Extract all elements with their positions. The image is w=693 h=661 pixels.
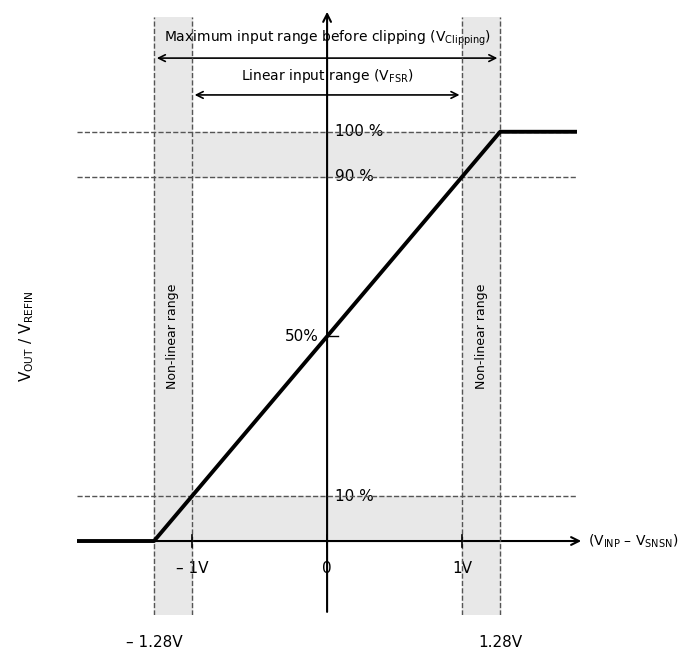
Text: Maximum input range before clipping (V$_\mathrm{Clipping}$): Maximum input range before clipping (V$_… — [164, 28, 491, 48]
Text: Non-linear range: Non-linear range — [475, 284, 488, 389]
Text: 10 %: 10 % — [335, 488, 374, 504]
Text: 90 %: 90 % — [335, 169, 374, 184]
Text: 1V: 1V — [453, 561, 473, 576]
Bar — [462, 17, 500, 615]
Text: Non-linear range: Non-linear range — [166, 284, 179, 389]
Text: 50%: 50% — [285, 329, 319, 344]
Text: V$_\mathrm{OUT}$ / V$_\mathrm{REFIN}$: V$_\mathrm{OUT}$ / V$_\mathrm{REFIN}$ — [17, 291, 36, 382]
Text: 0: 0 — [322, 561, 332, 576]
Bar — [154, 17, 192, 615]
Text: – 1.28V: – 1.28V — [125, 635, 182, 650]
Text: 1.28V: 1.28V — [478, 635, 523, 650]
Text: 100 %: 100 % — [335, 124, 383, 139]
Text: Linear input range (V$_\mathrm{FSR}$): Linear input range (V$_\mathrm{FSR}$) — [241, 67, 413, 85]
Text: – 1V: – 1V — [175, 561, 208, 576]
Text: (V$_\mathrm{INP}$ – V$_\mathrm{SNSN}$): (V$_\mathrm{INP}$ – V$_\mathrm{SNSN}$) — [588, 532, 678, 550]
